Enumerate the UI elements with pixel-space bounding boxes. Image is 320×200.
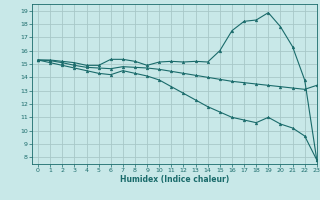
X-axis label: Humidex (Indice chaleur): Humidex (Indice chaleur) (120, 175, 229, 184)
